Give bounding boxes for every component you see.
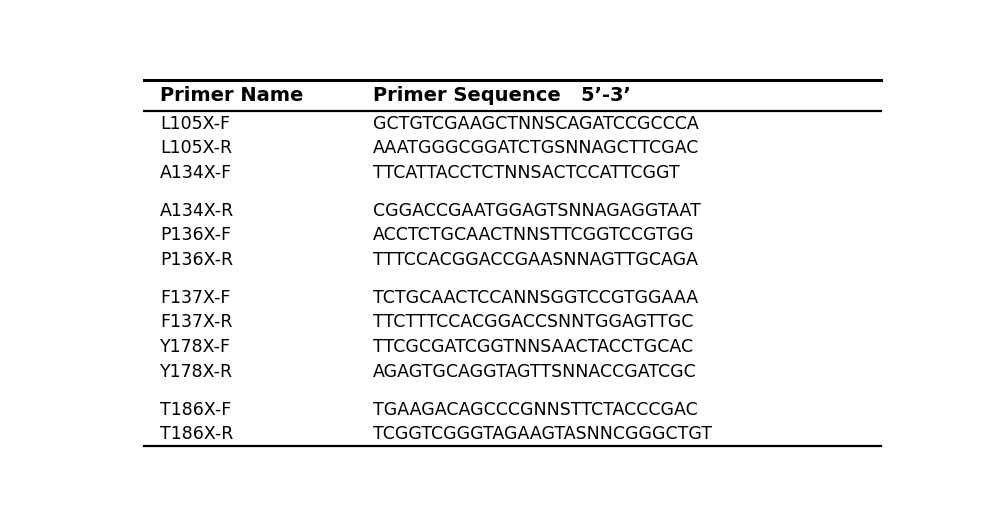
Text: TCGGTCGGGTAGAAGTASNNCGGGCTGT: TCGGTCGGGTAGAAGTASNNCGGGCTGT (373, 425, 712, 443)
Text: L105X-R: L105X-R (160, 139, 232, 157)
Text: T186X-R: T186X-R (160, 425, 233, 443)
Text: TTTCCACGGACCGAASNNAGTTGCAGA: TTTCCACGGACCGAASNNAGTTGCAGA (373, 251, 698, 269)
Text: P136X-F: P136X-F (160, 226, 231, 244)
Text: TCTGCAACTCCANNSGGTCCGTGGAAA: TCTGCAACTCCANNSGGTCCGTGGAAA (373, 289, 698, 307)
Text: Primer Sequence   5’-3’: Primer Sequence 5’-3’ (373, 86, 631, 105)
Text: AGAGTGCAGGTAGTTSNNACCGATCGC: AGAGTGCAGGTAGTTSNNACCGATCGC (373, 363, 697, 381)
Text: TTCGCGATCGGTNNSAACTACCTGCAC: TTCGCGATCGGTNNSAACTACCTGCAC (373, 338, 693, 356)
Text: TTCATTACCTCTNNSACTCCATTCGGT: TTCATTACCTCTNNSACTCCATTCGGT (373, 164, 680, 182)
Text: Y178X-F: Y178X-F (160, 338, 231, 356)
Text: GCTGTCGAAGCTNNSCAGATCCGCCCA: GCTGTCGAAGCTNNSCAGATCCGCCCA (373, 115, 699, 133)
Text: F137X-R: F137X-R (160, 314, 232, 332)
Text: P136X-R: P136X-R (160, 251, 233, 269)
Text: T186X-F: T186X-F (160, 401, 231, 419)
Text: A134X-R: A134X-R (160, 202, 234, 220)
Text: TTCTTTCCACGGACCSNNTGGAGTTGC: TTCTTTCCACGGACCSNNTGGAGTTGC (373, 314, 693, 332)
Text: CGGACCGAATGGAGTSNNAGAGGTAAT: CGGACCGAATGGAGTSNNAGAGGTAAT (373, 202, 701, 220)
Text: AAATGGGCGGATCTGSNNAGCTTCGAC: AAATGGGCGGATCTGSNNAGCTTCGAC (373, 139, 699, 157)
Text: F137X-F: F137X-F (160, 289, 230, 307)
Text: TGAAGACAGCCCGNNSTTCTACCCGAC: TGAAGACAGCCCGNNSTTCTACCCGAC (373, 401, 698, 419)
Text: ACCTCTGCAACTNNSTTCGGTCCGTGG: ACCTCTGCAACTNNSTTCGGTCCGTGG (373, 226, 695, 244)
Text: Y178X-R: Y178X-R (160, 363, 233, 381)
Text: L105X-F: L105X-F (160, 115, 230, 133)
Text: Primer Name: Primer Name (160, 86, 303, 105)
Text: A134X-F: A134X-F (160, 164, 232, 182)
